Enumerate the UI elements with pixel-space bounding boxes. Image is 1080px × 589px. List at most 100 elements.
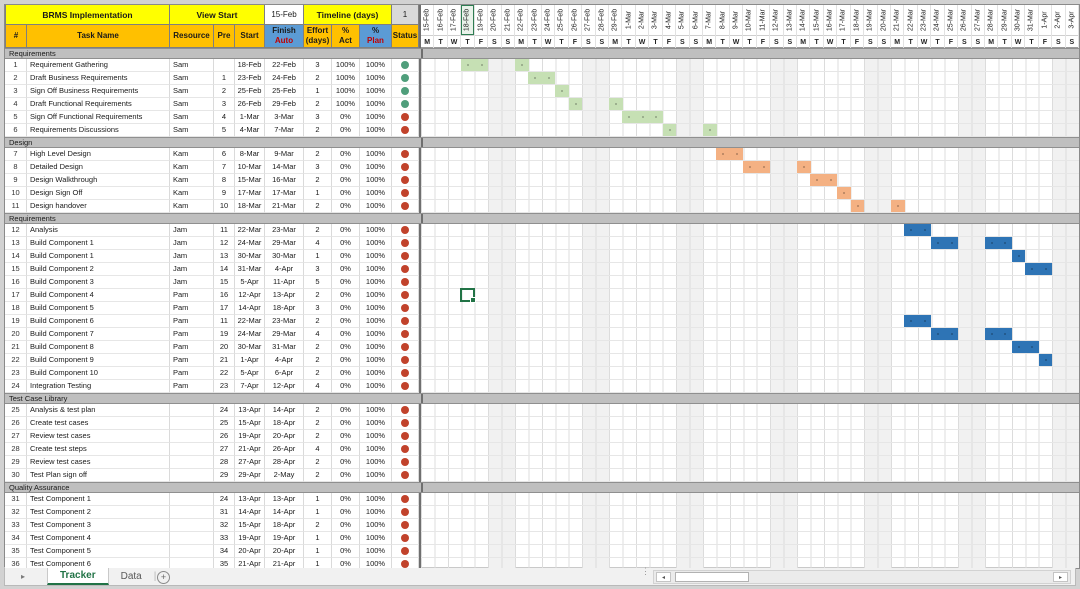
cell-pct-actual[interactable]: 0% [332,456,360,469]
cell-pct-plan[interactable]: 100% [360,187,392,200]
cell-task-id[interactable]: 17 [5,289,27,302]
cell-resource[interactable]: Jam [170,263,214,276]
cell-resource[interactable]: Sam [170,98,214,111]
gantt-row[interactable] [421,456,1079,469]
cell-predecessor[interactable]: 31 [214,506,235,519]
cell-effort[interactable]: 2 [304,456,332,469]
cell-predecessor[interactable]: 1 [214,72,235,85]
date-label-cell[interactable]: 28-Feb [595,5,608,36]
date-label-cell[interactable]: 22-Mar [904,5,917,36]
cell-effort[interactable]: 3 [304,263,332,276]
cell-status[interactable] [392,276,419,289]
gantt-bar-cell[interactable] [823,174,838,186]
cell-finish-date[interactable]: 29-Mar [265,237,304,250]
cell-finish-date[interactable]: 28-Apr [265,456,304,469]
cell-pct-actual[interactable]: 0% [332,289,360,302]
cell-finish-date[interactable]: 16-Mar [265,174,304,187]
cell-start-date[interactable]: 24-Mar [235,328,265,341]
cell-task-id[interactable]: 19 [5,315,27,328]
gantt-row[interactable] [421,111,1079,124]
cell-predecessor[interactable]: 7 [214,161,235,174]
cell-status[interactable] [392,224,419,237]
cell-start-date[interactable]: 31-Mar [235,263,265,276]
cell-task-name[interactable]: High Level Design [27,148,170,161]
cell-resource[interactable]: Sam [170,59,214,72]
cell-status[interactable] [392,85,419,98]
cell-effort[interactable]: 1 [304,250,332,263]
date-label-cell[interactable]: 29-Mar [998,5,1011,36]
cell-pct-plan[interactable]: 100% [360,276,392,289]
cell-pct-plan[interactable]: 100% [360,72,392,85]
date-column[interactable]: 28-Mar M [985,5,999,48]
cell-start-date[interactable]: 20-Apr [235,545,265,558]
cell-task-id[interactable]: 30 [5,469,27,482]
cell-task-id[interactable]: 28 [5,443,27,456]
date-label-cell[interactable]: 21-Mar [891,5,904,36]
cell-task-name[interactable]: Test Plan sign off [27,469,170,482]
cell-start-date[interactable]: 12-Apr [235,289,265,302]
cell-status[interactable] [392,493,419,506]
cell-pct-actual[interactable]: 0% [332,506,360,519]
date-column[interactable]: 19-Mar S [864,5,878,48]
date-column[interactable]: 8-Mar T [716,5,730,48]
date-column[interactable]: 23-Mar W [917,5,932,48]
cell-task-id[interactable]: 36 [5,558,27,568]
cell-resource[interactable]: Jam [170,276,214,289]
timeline-value-cell[interactable]: 1 [392,5,419,25]
cell-status[interactable] [392,532,419,545]
date-column[interactable]: 7-Mar M [703,5,717,48]
cell-finish-date[interactable]: 14-Apr [265,506,304,519]
gantt-bar-cell[interactable] [716,148,731,160]
cell-resource[interactable]: Sam [170,72,214,85]
cell-task-name[interactable]: Build Component 6 [27,315,170,328]
cell-pct-plan[interactable]: 100% [360,443,392,456]
date-label-cell[interactable]: 13-Mar [783,5,796,36]
cell-effort[interactable]: 3 [304,59,332,72]
date-column[interactable]: 19-Feb F [474,5,489,48]
cell-finish-date[interactable]: 9-Mar [265,148,304,161]
cell-predecessor[interactable]: 11 [214,315,235,328]
cell-start-date[interactable]: 23-Feb [235,72,265,85]
cell-effort[interactable]: 1 [304,85,332,98]
cell-task-id[interactable]: 15 [5,263,27,276]
cell-task-id[interactable]: 24 [5,380,27,393]
cell-resource[interactable]: Pam [170,341,214,354]
cell-task-id[interactable]: 5 [5,111,27,124]
date-label-cell[interactable]: 15-Feb [421,5,434,36]
date-label-cell[interactable]: 19-Feb [474,5,488,36]
cell-finish-date[interactable]: 14-Apr [265,404,304,417]
cell-pct-plan[interactable]: 100% [360,174,392,187]
cell-effort[interactable]: 2 [304,124,332,137]
date-label-cell[interactable]: 15-Mar [810,5,823,36]
cell-start-date[interactable]: 13-Apr [235,493,265,506]
cell-resource[interactable]: Pam [170,315,214,328]
date-label-cell[interactable]: 8-Mar [716,5,729,36]
cell-pct-actual[interactable]: 0% [332,404,360,417]
cell-status[interactable] [392,404,419,417]
cell-finish-date[interactable]: 21-Apr [265,558,304,568]
date-label-cell[interactable]: 1-Apr [1038,5,1052,36]
cell-status[interactable] [392,558,419,568]
cell-start-date[interactable]: 18-Feb [235,59,265,72]
gantt-bar-cell[interactable] [1025,341,1039,353]
cell-task-name[interactable]: Requirement Gathering [27,59,170,72]
gantt-bar-cell[interactable] [1038,263,1053,275]
cell-task-id[interactable]: 22 [5,354,27,367]
cell-task-name[interactable]: Analysis & test plan [27,404,170,417]
cell-pct-actual[interactable]: 100% [332,59,360,72]
cell-predecessor[interactable]: 21 [214,354,235,367]
cell-predecessor[interactable]: 17 [214,302,235,315]
date-label-cell[interactable]: 7-Mar [703,5,716,36]
gantt-bar-cell[interactable] [931,328,945,340]
cell-pct-plan[interactable]: 100% [360,111,392,124]
date-label-cell[interactable]: 22-Feb [515,5,528,36]
cell-effort[interactable]: 2 [304,469,332,482]
cell-task-id[interactable]: 3 [5,85,27,98]
gantt-bar-cell[interactable] [528,72,543,84]
cell-resource[interactable]: Kam [170,148,214,161]
date-column[interactable]: 21-Feb S [501,5,515,48]
cell-task-id[interactable]: 14 [5,250,27,263]
cell-pct-actual[interactable]: 0% [332,111,360,124]
date-label-cell[interactable]: 25-Feb [555,5,568,36]
cell-finish-date[interactable]: 22-Feb [265,59,304,72]
